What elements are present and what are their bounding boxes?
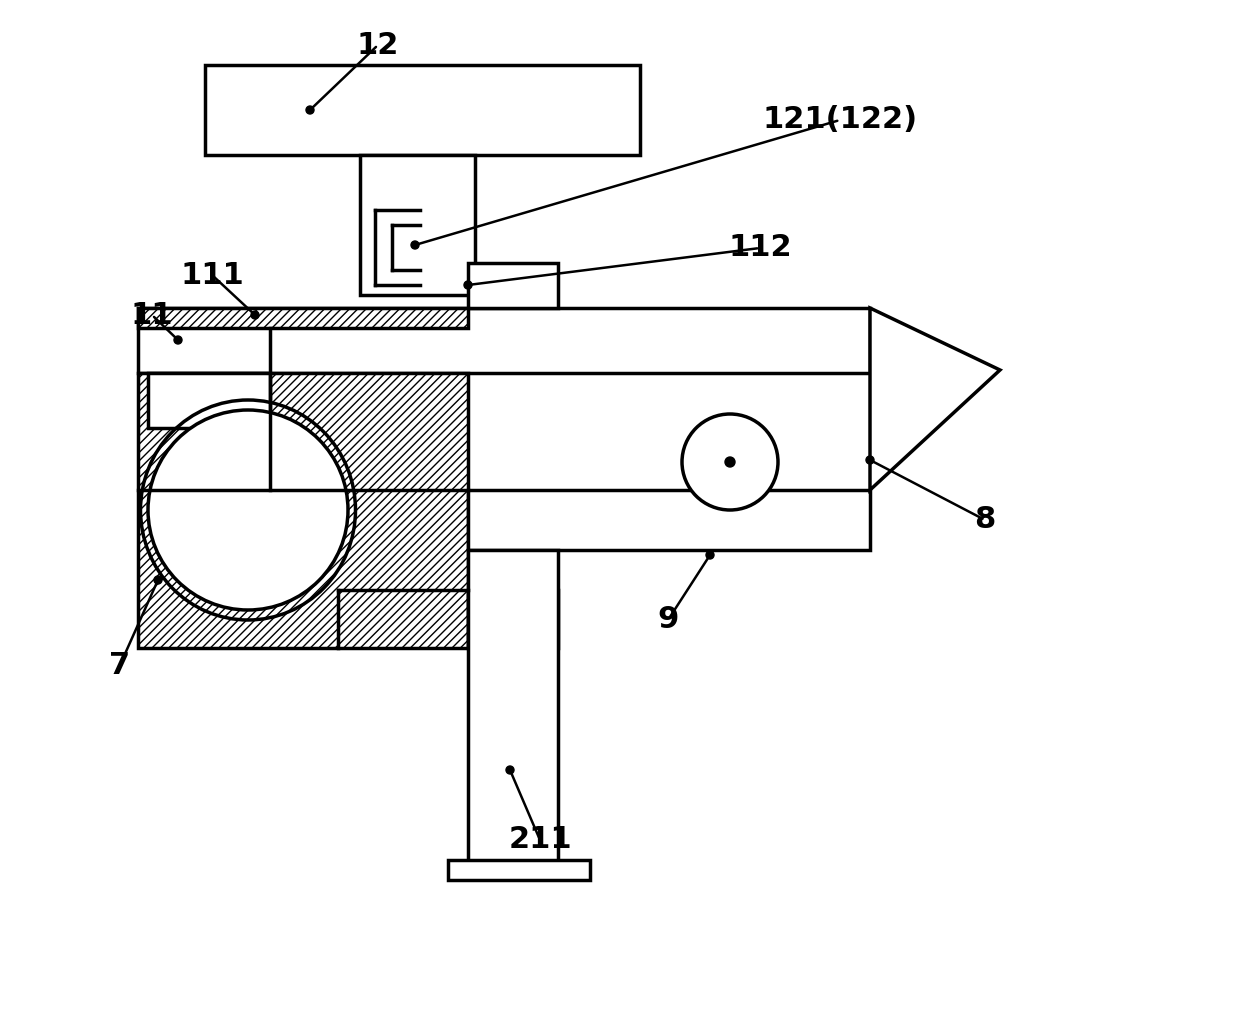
Circle shape xyxy=(148,410,348,610)
Text: 8: 8 xyxy=(975,505,996,534)
Bar xyxy=(467,589,558,648)
Text: 121(122): 121(122) xyxy=(763,106,918,135)
Text: 111: 111 xyxy=(180,261,244,290)
Text: 7: 7 xyxy=(109,650,130,680)
Bar xyxy=(467,263,558,308)
Text: 112: 112 xyxy=(728,233,792,263)
Circle shape xyxy=(174,336,182,344)
Text: 12: 12 xyxy=(357,31,399,60)
Text: 9: 9 xyxy=(657,606,678,635)
Circle shape xyxy=(306,106,314,114)
Bar xyxy=(360,155,475,295)
Circle shape xyxy=(506,766,515,774)
Polygon shape xyxy=(870,308,999,490)
Circle shape xyxy=(706,551,714,559)
Bar xyxy=(148,373,270,428)
Bar xyxy=(448,860,590,880)
Text: 11: 11 xyxy=(130,301,174,330)
Bar xyxy=(138,308,870,373)
Bar xyxy=(138,373,467,648)
Circle shape xyxy=(250,311,259,319)
Circle shape xyxy=(866,456,874,464)
Bar xyxy=(138,308,467,328)
Bar xyxy=(205,65,640,155)
Circle shape xyxy=(410,241,419,249)
Text: 211: 211 xyxy=(508,826,572,854)
Bar xyxy=(467,490,870,550)
Circle shape xyxy=(464,281,472,289)
Circle shape xyxy=(725,457,735,467)
Bar xyxy=(467,550,558,870)
Circle shape xyxy=(154,576,162,584)
Circle shape xyxy=(682,414,777,510)
